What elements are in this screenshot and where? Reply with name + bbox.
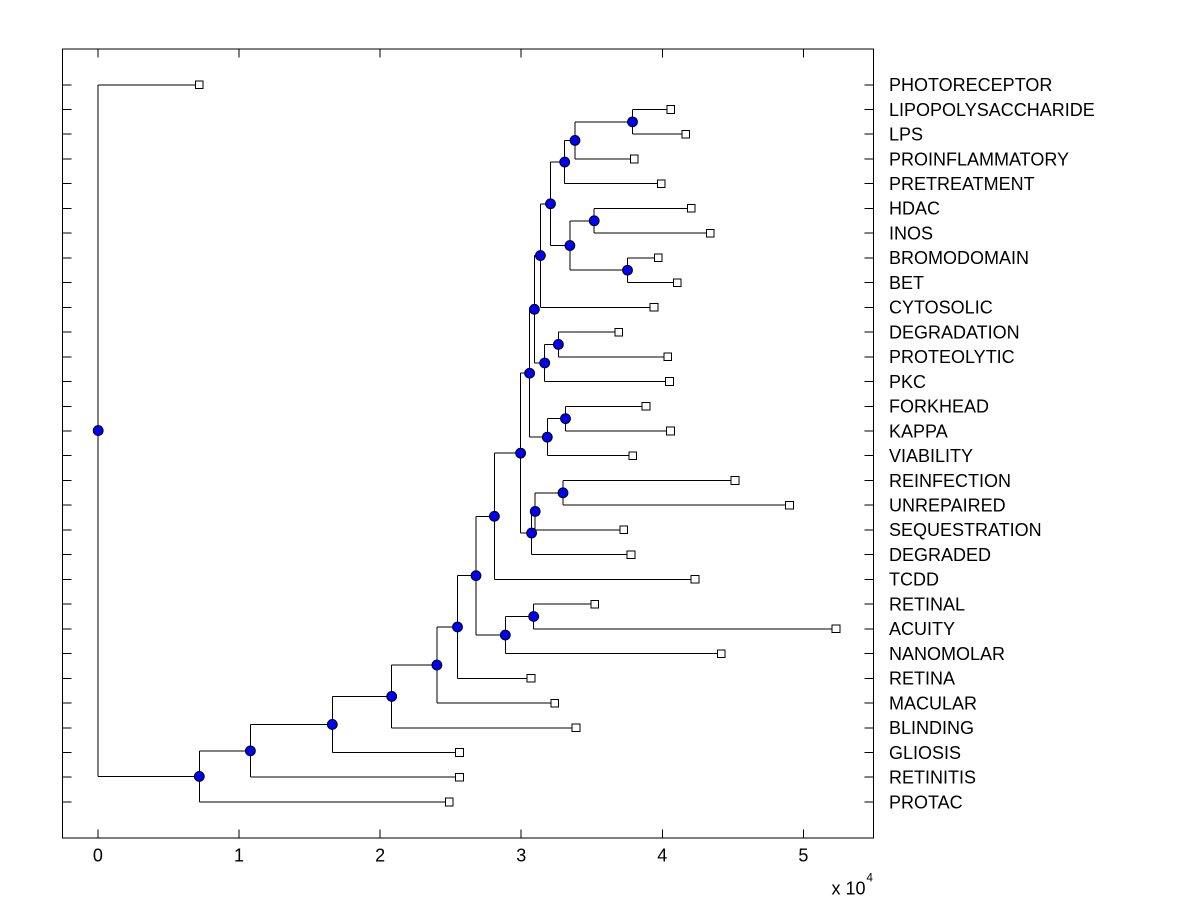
svg-text:4: 4 — [657, 846, 667, 866]
svg-text:TCDD: TCDD — [889, 570, 939, 590]
svg-text:PROTEOLYTIC: PROTEOLYTIC — [889, 347, 1015, 367]
svg-text:2: 2 — [375, 846, 385, 866]
svg-text:4: 4 — [867, 873, 874, 885]
svg-text:PKC: PKC — [889, 372, 926, 392]
svg-text:5: 5 — [798, 846, 808, 866]
svg-text:0: 0 — [93, 846, 103, 866]
svg-text:x 10: x 10 — [832, 879, 866, 899]
svg-text:HDAC: HDAC — [889, 199, 940, 219]
svg-text:CYTOSOLIC: CYTOSOLIC — [889, 298, 993, 318]
svg-text:SEQUESTRATION: SEQUESTRATION — [889, 520, 1042, 540]
svg-text:3: 3 — [516, 846, 526, 866]
svg-text:RETINITIS: RETINITIS — [889, 768, 976, 788]
svg-text:PROINFLAMMATORY: PROINFLAMMATORY — [889, 149, 1069, 169]
svg-text:PRETREATMENT: PRETREATMENT — [889, 174, 1035, 194]
svg-text:PHOTORECEPTOR: PHOTORECEPTOR — [889, 75, 1052, 95]
svg-text:KAPPA: KAPPA — [889, 421, 948, 441]
svg-text:MACULAR: MACULAR — [889, 693, 977, 713]
svg-text:UNREPAIRED: UNREPAIRED — [889, 496, 1006, 516]
svg-text:RETINA: RETINA — [889, 669, 955, 689]
svg-text:DEGRADED: DEGRADED — [889, 545, 991, 565]
svg-text:FORKHEAD: FORKHEAD — [889, 397, 989, 417]
svg-text:NANOMOLAR: NANOMOLAR — [889, 644, 1005, 664]
svg-text:LPS: LPS — [889, 125, 923, 145]
svg-text:1: 1 — [234, 846, 244, 866]
svg-text:RETINAL: RETINAL — [889, 594, 965, 614]
svg-text:ACUITY: ACUITY — [889, 619, 955, 639]
svg-text:PROTAC: PROTAC — [889, 792, 963, 812]
svg-text:BLINDING: BLINDING — [889, 718, 974, 738]
svg-text:LIPOPOLYSACCHARIDE: LIPOPOLYSACCHARIDE — [889, 100, 1095, 120]
svg-text:GLIOSIS: GLIOSIS — [889, 743, 961, 763]
svg-text:VIABILITY: VIABILITY — [889, 446, 973, 466]
svg-text:DEGRADATION: DEGRADATION — [889, 322, 1020, 342]
svg-text:INOS: INOS — [889, 223, 933, 243]
svg-text:BET: BET — [889, 273, 924, 293]
svg-text:BROMODOMAIN: BROMODOMAIN — [889, 248, 1029, 268]
svg-text:REINFECTION: REINFECTION — [889, 471, 1011, 491]
